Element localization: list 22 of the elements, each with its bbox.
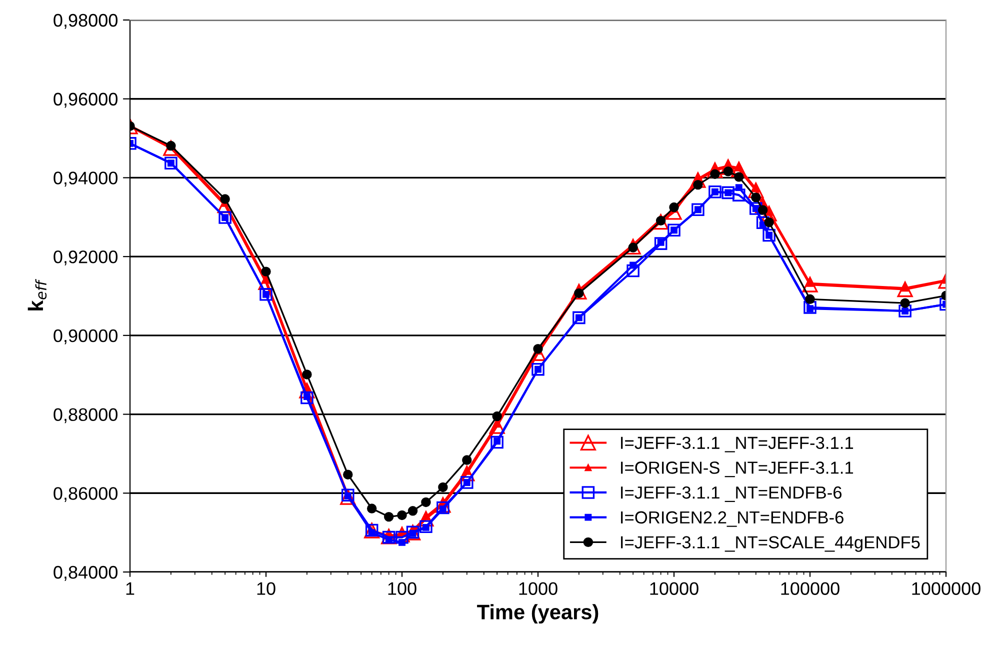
x-axis-title: Time (years)	[477, 604, 598, 624]
x-tick-label: 10000	[650, 582, 698, 595]
x-tick-label: 1000000	[912, 582, 980, 595]
x-tick-label: 1000	[519, 582, 558, 595]
y-tick-label: 0,88000	[54, 408, 118, 424]
x-tick-label: 1	[126, 582, 134, 595]
y-tick-label: 0,86000	[54, 487, 118, 502]
legend-label: I=JEFF-3.1.1 _NT=ENDFB-6	[621, 486, 842, 502]
x-tick-label: 100	[388, 582, 416, 595]
legend-label: I=JEFF-3.1.1 _NT=SCALE_44gENDF5	[621, 536, 920, 552]
y-tick-label: 0,84000	[54, 566, 118, 581]
x-tick-label: 10	[257, 582, 276, 595]
y-tick-label: 0,90000	[54, 329, 118, 344]
x-tick-label: 100000	[781, 582, 840, 595]
y-tick-label: 0,92000	[54, 250, 118, 266]
y-tick-label: 0,96000	[54, 92, 118, 108]
y-tick-label: 0,98000	[54, 14, 118, 29]
legend-label: I=JEFF-3.1.1 _NT=JEFF-3.1.1	[621, 436, 854, 452]
y-axis-title: k$_{eff}$	[28, 278, 47, 310]
legend-label: I=ORIGEN-S _NT=JEFF-3.1.1	[621, 462, 854, 478]
y-tick-label: 0,94000	[54, 172, 118, 187]
legend-label: I=ORIGEN2.2_NT=ENDFB-6	[621, 511, 844, 527]
